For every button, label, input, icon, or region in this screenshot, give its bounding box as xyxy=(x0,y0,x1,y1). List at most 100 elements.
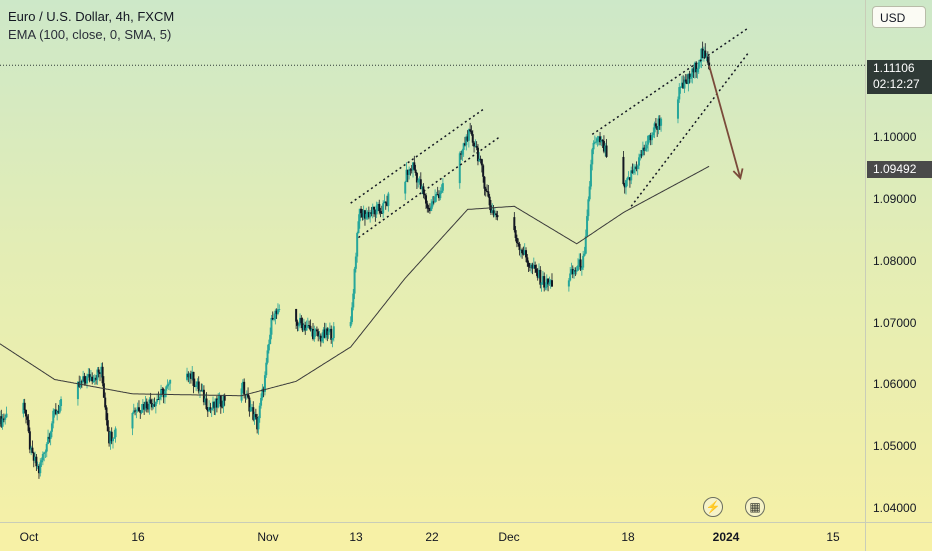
candle-up xyxy=(538,269,541,278)
candle-up xyxy=(702,50,705,58)
candle-down xyxy=(308,325,311,327)
symbol-title[interactable]: Euro / U.S. Dollar, 4h, FXCM xyxy=(8,9,175,24)
price-tick: 1.10000 xyxy=(873,130,917,144)
economic-calendar-icon[interactable]: ▦ xyxy=(745,497,765,517)
candle-up xyxy=(156,399,159,402)
candle-down xyxy=(515,237,518,244)
candle-down xyxy=(219,395,222,407)
candle-up xyxy=(493,213,496,216)
chart-canvas[interactable] xyxy=(0,0,865,522)
candle-down xyxy=(37,466,40,474)
candle-down xyxy=(102,383,105,398)
candle-down xyxy=(101,366,104,384)
candle-up xyxy=(111,438,114,442)
candle-down xyxy=(162,389,165,398)
candle-up xyxy=(412,162,415,171)
candle-down xyxy=(409,169,412,171)
candle-down xyxy=(487,191,490,197)
candle-down xyxy=(296,321,299,326)
candle-up xyxy=(45,443,48,452)
candle-down xyxy=(471,134,474,143)
ema-value-label: 1.09492 xyxy=(867,161,932,178)
time-tick: Nov xyxy=(257,530,279,544)
candle-down xyxy=(187,373,190,378)
candle-down xyxy=(189,373,192,379)
candle-up xyxy=(357,221,360,234)
candle-up xyxy=(532,264,535,269)
candle-up xyxy=(30,447,33,450)
candle-up xyxy=(217,399,220,408)
candle-down xyxy=(623,184,626,188)
candle-up xyxy=(519,249,522,251)
candle-up xyxy=(352,293,355,308)
candle-up xyxy=(680,82,683,88)
candle-up xyxy=(650,135,653,141)
candle-down xyxy=(692,68,695,73)
candle-down xyxy=(108,431,111,444)
candle-down xyxy=(99,372,102,374)
time-tick-year: 2024 xyxy=(712,530,740,544)
candle-up xyxy=(440,190,443,193)
candle-up xyxy=(689,76,692,79)
candle-down xyxy=(252,407,255,420)
candle-up xyxy=(626,177,629,181)
candle-down xyxy=(361,213,364,218)
candle-up xyxy=(647,135,650,145)
candle-up xyxy=(697,62,700,69)
lightning-icon[interactable]: ⚡ xyxy=(703,497,723,517)
candle-up xyxy=(584,236,587,254)
candle-down xyxy=(215,398,218,408)
candle-up xyxy=(261,388,264,398)
candle-down xyxy=(57,410,60,413)
candle-up xyxy=(135,409,138,411)
candle-up xyxy=(582,255,585,268)
candle-down xyxy=(704,50,707,57)
candle-down xyxy=(426,203,429,208)
candle-up xyxy=(383,201,386,204)
candle-down xyxy=(488,196,491,206)
candle-down xyxy=(48,436,51,439)
candle-up xyxy=(630,170,633,181)
candle-down xyxy=(479,158,482,160)
candle-up xyxy=(696,68,699,73)
candle-up xyxy=(100,366,103,374)
candle-down xyxy=(206,408,209,412)
ema-indicator-label[interactable]: EMA (100, close, 0, SMA, 5) xyxy=(8,27,172,42)
candle-up xyxy=(376,203,379,206)
candle-up xyxy=(540,282,543,285)
candle-up xyxy=(297,325,300,327)
candle-down xyxy=(473,142,476,147)
candle-down xyxy=(221,406,224,408)
candle-up xyxy=(53,409,56,411)
candle-up xyxy=(575,270,578,272)
price-tick: 1.05000 xyxy=(873,439,917,453)
price-scale[interactable]: USD 1.10000 1.09000 1.08000 1.07000 1.06… xyxy=(865,0,932,522)
candle-down xyxy=(517,243,520,245)
candle-down xyxy=(374,209,377,215)
candle-up xyxy=(638,157,641,166)
candle-down xyxy=(513,217,516,231)
candle-up xyxy=(114,428,117,438)
candle-down xyxy=(574,270,577,272)
time-axis[interactable]: Oct 16 Nov 13 22 Dec 18 2024 15 xyxy=(0,522,865,551)
candle-down xyxy=(518,243,521,251)
candle-up xyxy=(258,405,261,419)
candle-up xyxy=(371,206,374,214)
currency-button[interactable]: USD xyxy=(872,6,926,28)
candle-down xyxy=(271,317,274,320)
price-chart[interactable] xyxy=(0,0,865,522)
candle-down xyxy=(579,259,582,270)
candle-up xyxy=(52,410,55,424)
candle-down xyxy=(83,376,86,382)
candle-down xyxy=(602,141,605,152)
candle-down xyxy=(95,377,98,380)
candle-down xyxy=(528,266,531,268)
candle-down xyxy=(656,126,659,130)
candle-down xyxy=(534,264,537,269)
candle-up xyxy=(43,452,46,454)
candle-up xyxy=(580,267,583,270)
chart-legend[interactable]: Euro / U.S. Dollar, 4h, FXCM EMA (100, c… xyxy=(8,8,174,44)
candle-up xyxy=(382,203,385,214)
candle-down xyxy=(54,409,57,415)
candle-up xyxy=(160,388,163,397)
